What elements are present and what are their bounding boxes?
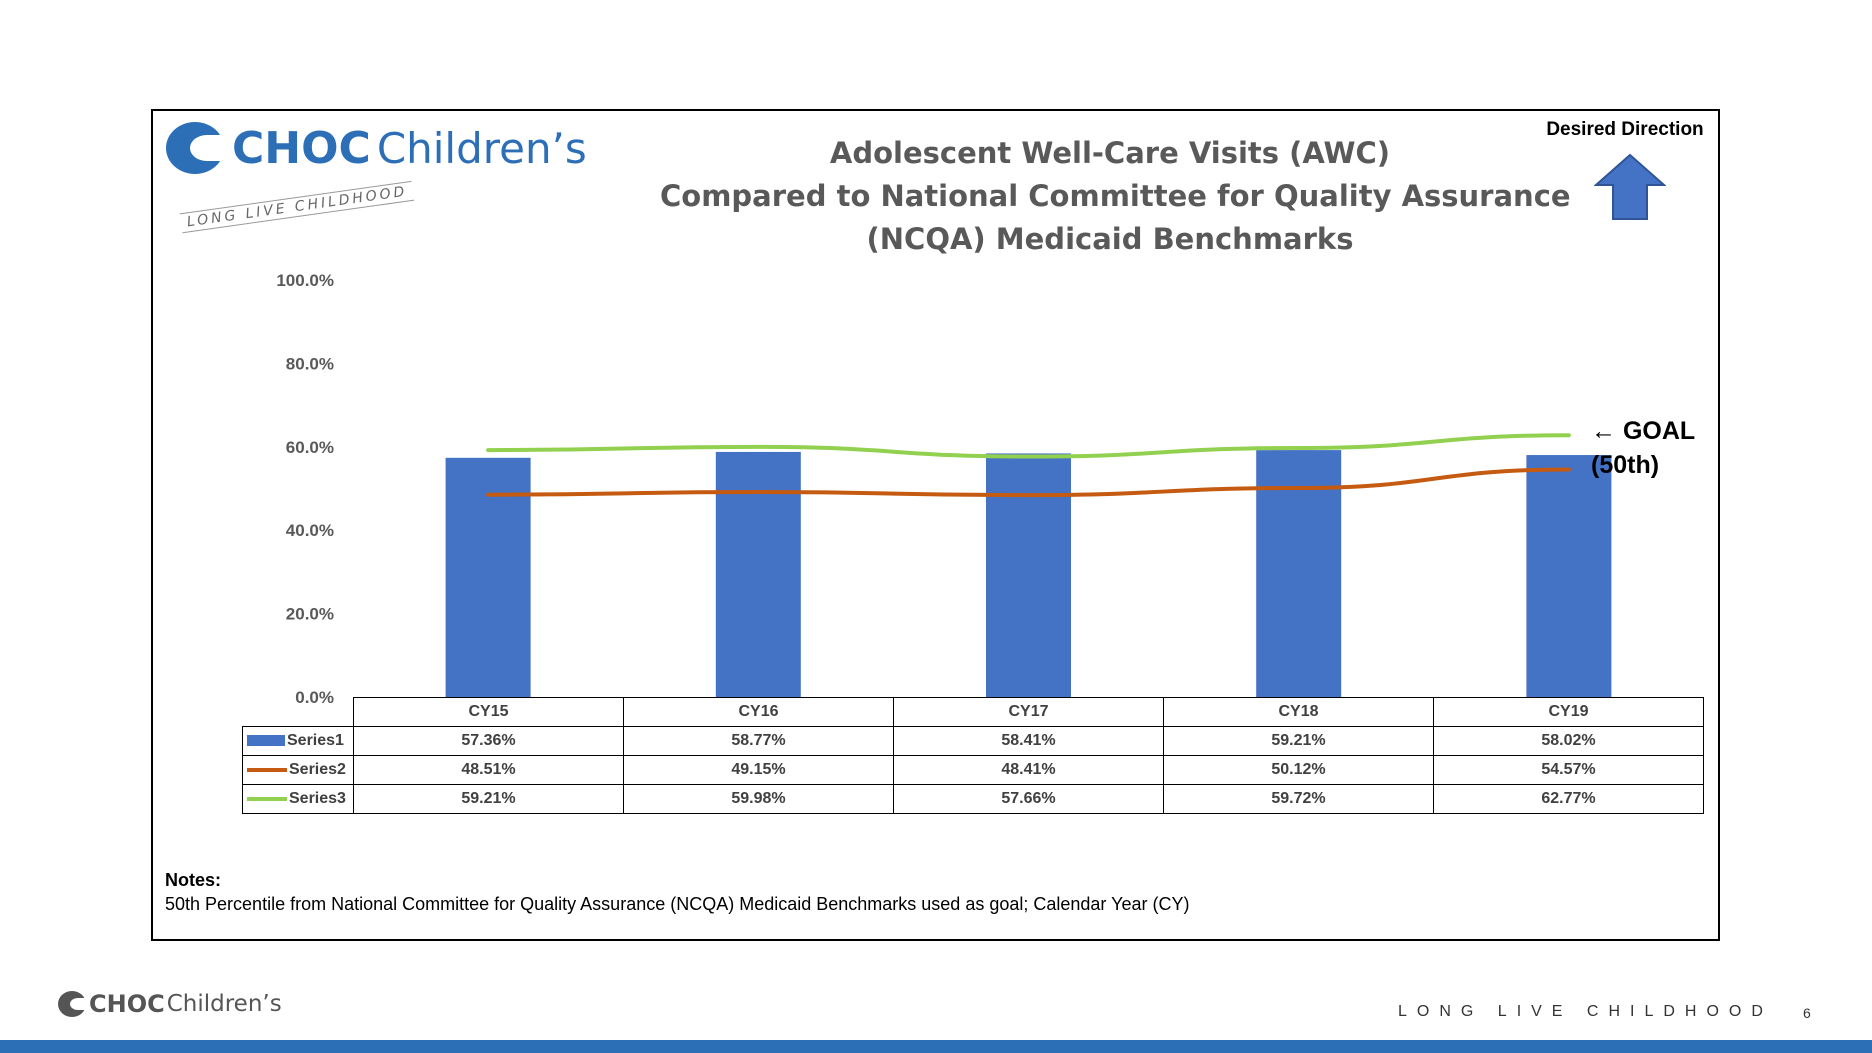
- footer-logo: CHOC Children’s: [58, 990, 282, 1018]
- series-legend-entry: Series3: [242, 784, 354, 814]
- chart-title-line-1: Adolescent Well-Care Visits (AWC): [829, 136, 1391, 170]
- data-label: 48.51%: [353, 755, 624, 785]
- line-swatch-icon: [247, 796, 287, 801]
- line-swatch-icon: [247, 767, 287, 772]
- footer-tagline: LONG LIVE CHILDHOOD: [1398, 1003, 1773, 1020]
- line-series3: [486, 433, 1571, 459]
- data-table: CY15 CY16 CY17 CY18 CY19 Series1 57.36% …: [242, 697, 1704, 814]
- data-label: 58.02%: [1433, 726, 1704, 756]
- category-label: CY18: [1163, 697, 1434, 727]
- series-legend-entry: Series2: [242, 755, 354, 785]
- bar-series1-cy19: [1526, 455, 1612, 697]
- bar-series1-cy18: [1256, 450, 1342, 697]
- series-name: Series1: [287, 732, 344, 749]
- data-table-row: Series1 57.36% 58.77% 58.41% 59.21% 58.0…: [242, 726, 1704, 756]
- notes: Notes: 50th Percentile from National Com…: [165, 870, 1189, 915]
- category-label: CY19: [1433, 697, 1704, 727]
- choc-bear-icon: [166, 122, 224, 174]
- choc-bear-icon: [58, 991, 86, 1017]
- y-tick-label: 100.0%: [276, 271, 334, 290]
- data-label: 58.77%: [623, 726, 894, 756]
- choc-logo: CHOC Children’s: [166, 118, 646, 178]
- data-label: 59.21%: [353, 784, 624, 814]
- category-label: CY17: [893, 697, 1164, 727]
- data-label: 57.66%: [893, 784, 1164, 814]
- data-label: 49.15%: [623, 755, 894, 785]
- chart-title: Adolescent Well-Care Visits (AWC) Compar…: [660, 132, 1571, 261]
- line-series2: [486, 467, 1571, 498]
- category-label: CY15: [353, 697, 624, 727]
- notes-text: 50th Percentile from National Committee …: [165, 894, 1190, 914]
- category-label: CY16: [623, 697, 894, 727]
- data-table-row: Series3 59.21% 59.98% 57.66% 59.72% 62.7…: [242, 784, 1704, 814]
- goal-annotation: ← GOAL (50th): [1591, 414, 1695, 482]
- y-tick-label: 80.0%: [286, 354, 334, 373]
- data-label: 57.36%: [353, 726, 624, 756]
- data-label: 48.41%: [893, 755, 1164, 785]
- footer-logo-childrens: Children’s: [166, 991, 282, 1017]
- chart-title-line-2: Compared to National Committee for Quali…: [660, 179, 1571, 213]
- bar-swatch-icon: [247, 735, 285, 747]
- bar-series1-cy17: [986, 453, 1071, 697]
- data-label: 59.98%: [623, 784, 894, 814]
- y-tick-label: 40.0%: [286, 521, 334, 540]
- data-label: 58.41%: [893, 726, 1164, 756]
- series-name: Series3: [289, 790, 346, 807]
- data-label: 54.57%: [1433, 755, 1704, 785]
- series-name: Series2: [289, 761, 346, 778]
- goal-label: ← GOAL: [1591, 417, 1696, 445]
- series-legend-entry: Series1: [242, 726, 354, 756]
- logo-childrens-text: Children’s: [376, 123, 587, 173]
- goal-percentile: (50th): [1591, 451, 1660, 479]
- data-label: 50.12%: [1163, 755, 1434, 785]
- data-label: 59.72%: [1163, 784, 1434, 814]
- arrow-up-icon: [1594, 153, 1666, 220]
- data-label: 59.21%: [1163, 726, 1434, 756]
- y-tick-label: 60.0%: [286, 438, 334, 457]
- logo-choc-text: CHOC: [232, 122, 371, 174]
- page-number: 6: [1803, 1005, 1811, 1021]
- desired-direction-label: Desired Direction: [1546, 119, 1704, 140]
- chart-title-line-3: (NCQA) Medicaid Benchmarks: [866, 222, 1354, 256]
- data-table-row: Series2 48.51% 49.15% 48.41% 50.12% 54.5…: [242, 755, 1704, 785]
- bar-series1-cy16: [715, 451, 801, 697]
- data-table-corner: [242, 697, 354, 727]
- notes-heading: Notes:: [165, 870, 222, 890]
- bar-series1-cy15: [445, 457, 531, 697]
- data-label: 62.77%: [1433, 784, 1704, 814]
- y-tick-label: 20.0%: [286, 605, 334, 624]
- data-table-header-row: CY15 CY16 CY17 CY18 CY19: [242, 697, 1704, 727]
- footer-logo-choc: CHOC: [89, 990, 165, 1018]
- footer-accent-bar: [0, 1040, 1872, 1053]
